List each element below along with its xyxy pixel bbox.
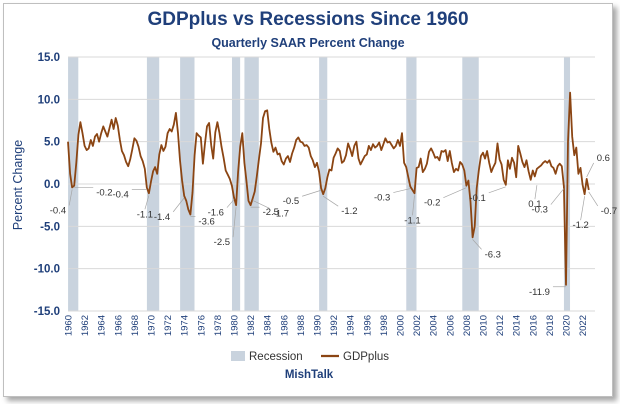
x-tick-label: 2012 xyxy=(495,315,506,336)
data-label: -0.7 xyxy=(601,206,617,217)
y-tick-label: 0.0 xyxy=(44,179,60,191)
credit-label: MishTalk xyxy=(285,369,334,381)
y-axis-label: Percent Change xyxy=(11,140,25,230)
data-label-leader xyxy=(472,239,482,250)
x-tick-label: 1988 xyxy=(296,315,307,336)
x-tick-label: 1980 xyxy=(229,315,240,336)
data-label: 0.1 xyxy=(528,199,541,210)
legend-recession-swatch xyxy=(231,351,245,361)
data-label-leader xyxy=(323,195,339,207)
x-tick-label: 1978 xyxy=(213,315,224,336)
x-tick-label: 1960 xyxy=(64,315,75,336)
x-tick-label: 2008 xyxy=(462,315,473,336)
y-tick-label: -5.0 xyxy=(40,221,60,233)
data-label: -1.7 xyxy=(273,208,289,219)
data-label: -6.3 xyxy=(485,249,501,260)
data-label: -2.5 xyxy=(263,207,279,218)
x-tick-label: 1974 xyxy=(180,315,191,336)
chart-title: GDPplus vs Recessions Since 1960 xyxy=(147,9,468,30)
x-tick-label: 2022 xyxy=(578,315,589,336)
x-tick-label: 1984 xyxy=(263,315,274,336)
data-label-leader xyxy=(588,191,599,207)
x-tick-label: 1986 xyxy=(279,315,290,336)
legend-recession-label: Recession xyxy=(249,351,303,363)
data-label: -0.1 xyxy=(469,193,485,204)
y-tick-label: 10.0 xyxy=(38,94,60,106)
y-tick-label: -15.0 xyxy=(34,306,60,318)
data-label: -1.6 xyxy=(208,208,224,219)
x-tick-label: 2016 xyxy=(528,315,539,336)
data-label: -1.1 xyxy=(404,215,420,226)
chart-frame xyxy=(3,3,613,397)
x-tick-label: 1962 xyxy=(80,315,91,336)
data-label-leader xyxy=(172,197,185,213)
data-label-leader xyxy=(412,195,415,216)
x-tick-label: 1992 xyxy=(329,315,340,336)
data-label: -0.4 xyxy=(50,205,66,216)
x-tick-label: 1998 xyxy=(379,315,390,336)
data-label: -0.2 xyxy=(424,198,440,209)
data-label: -0.5 xyxy=(283,196,299,207)
data-label: 0.6 xyxy=(597,153,610,164)
x-tick-label: 1976 xyxy=(196,315,207,336)
data-label-leader xyxy=(586,162,595,178)
data-label: -1.2 xyxy=(572,220,588,231)
legend: Recession GDPplus xyxy=(231,351,389,363)
data-label-leader xyxy=(232,207,237,238)
chart-subtitle: Quarterly SAAR Percent Change xyxy=(211,36,404,50)
x-tick-label: 2014 xyxy=(512,315,523,336)
data-label-leader xyxy=(534,185,538,200)
data-label-leader xyxy=(302,189,322,197)
y-tick-label: 5.0 xyxy=(44,137,60,149)
data-label: -11.9 xyxy=(529,287,550,298)
gdpplus-series xyxy=(67,91,590,286)
data-label-leader xyxy=(226,199,235,208)
x-tick-label: 2004 xyxy=(429,315,440,336)
x-tick-label: 1970 xyxy=(146,315,157,336)
x-tick-label: 2002 xyxy=(412,315,423,336)
x-tick-label: 1968 xyxy=(130,315,141,336)
data-label: -3.6 xyxy=(198,216,214,227)
x-tick-label: 1964 xyxy=(97,315,108,336)
x-tick-label: 1994 xyxy=(346,315,357,336)
x-tick-label: 1982 xyxy=(246,315,257,336)
data-label: -0.4 xyxy=(112,189,128,200)
data-label: -2.5 xyxy=(214,237,230,248)
data-label: -1.4 xyxy=(154,212,170,223)
y-tick-label: -10.0 xyxy=(34,264,60,276)
data-label-leader xyxy=(443,187,467,199)
data-label-leader xyxy=(252,200,270,209)
gdpplus-line xyxy=(67,91,590,286)
data-label-leader xyxy=(580,196,585,221)
data-label-leader xyxy=(393,188,411,193)
x-axis-ticks: 1960 1962 1964 1966 1968 1970 1972 1974 1976 1978… xyxy=(64,315,590,336)
legend-gdpplus-label: GDPplus xyxy=(343,351,389,363)
x-tick-label: 1996 xyxy=(362,315,373,336)
data-label: -0.3 xyxy=(532,205,548,216)
data-label-leader xyxy=(550,188,565,205)
gridlines xyxy=(68,56,595,312)
data-label-leader xyxy=(488,186,506,194)
x-tick-label: 2010 xyxy=(478,315,489,336)
data-label: -1.2 xyxy=(341,206,357,217)
data-label: -0.2 xyxy=(96,188,112,199)
x-tick-label: 1990 xyxy=(312,315,323,336)
data-label-leader xyxy=(68,189,73,206)
data-label: -0.3 xyxy=(374,193,390,204)
x-tick-label: 1966 xyxy=(113,315,124,336)
x-tick-label: 2000 xyxy=(395,315,406,336)
y-tick-label: 15.0 xyxy=(38,52,60,64)
x-tick-label: 2020 xyxy=(561,315,572,336)
x-tick-label: 2018 xyxy=(545,315,556,336)
data-labels: -0.4-0.2 -0.4-1.1 -1.4 -3.6-1.6-2.5-1.7-2.5… xyxy=(50,153,617,298)
data-label: -1.1 xyxy=(137,209,153,220)
x-tick-label: 2006 xyxy=(445,315,456,336)
x-tick-label: 1972 xyxy=(163,315,174,336)
data-label-leader xyxy=(144,195,150,210)
y-axis-ticks: 15.0 10.0 5.0 0.0 -5.0 -10.0 -15.0 xyxy=(34,52,60,318)
